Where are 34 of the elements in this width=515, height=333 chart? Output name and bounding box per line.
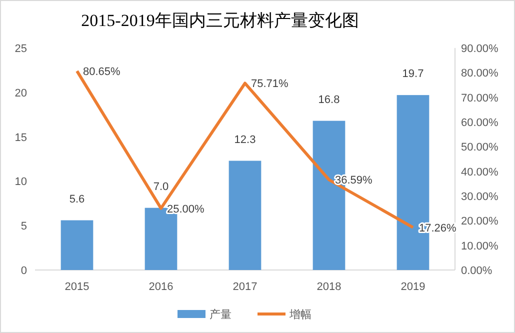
y-tick-label: 0 [20, 265, 27, 277]
legend-label: 增幅 [288, 309, 312, 321]
x-tick-label: 2016 [148, 281, 174, 293]
y-tick-label: 15 [14, 132, 27, 144]
x-tick-label: 2017 [232, 281, 258, 293]
chart-title: 2015-2019年国内三元材料产量变化图 [81, 11, 359, 30]
y2-tick-label: 40.00% [461, 166, 499, 178]
y2-tick-label: 70.00% [461, 92, 499, 104]
y-tick-label: 10 [14, 176, 27, 188]
data-label: 12.3 [234, 134, 256, 146]
y-tick-label: 25 [14, 43, 27, 55]
data-label: 16.8 [318, 94, 340, 106]
bar [228, 160, 262, 270]
x-tick-label: 2015 [64, 281, 90, 293]
data-label: 7.0 [153, 180, 169, 193]
data-label: 5.6 [69, 193, 85, 206]
data-label: 80.65% [83, 66, 121, 78]
y2-tick-label: 50.00% [461, 142, 499, 154]
y2-tick-label: 60.00% [461, 117, 499, 129]
x-tick-label: 2018 [316, 281, 342, 293]
y-tick-label: 5 [20, 220, 27, 233]
y2-tick-label: 20.00% [461, 216, 499, 228]
y2-tick-label: 0.00% [461, 265, 492, 277]
y2-tick-label: 30.00% [461, 191, 499, 203]
y-tick-label: 20 [14, 87, 27, 100]
data-label: 19.7 [402, 68, 424, 80]
y2-tick-label: 80.00% [461, 68, 499, 80]
x-tick-label: 2019 [400, 281, 426, 293]
bar [60, 220, 94, 270]
data-label: 75.71% [251, 78, 289, 90]
legend-label: 产量 [210, 308, 232, 321]
y2-tick-label: 90.00% [461, 43, 499, 55]
data-label: 25.00% [167, 203, 205, 216]
y2-tick-label: 10.00% [461, 240, 499, 252]
